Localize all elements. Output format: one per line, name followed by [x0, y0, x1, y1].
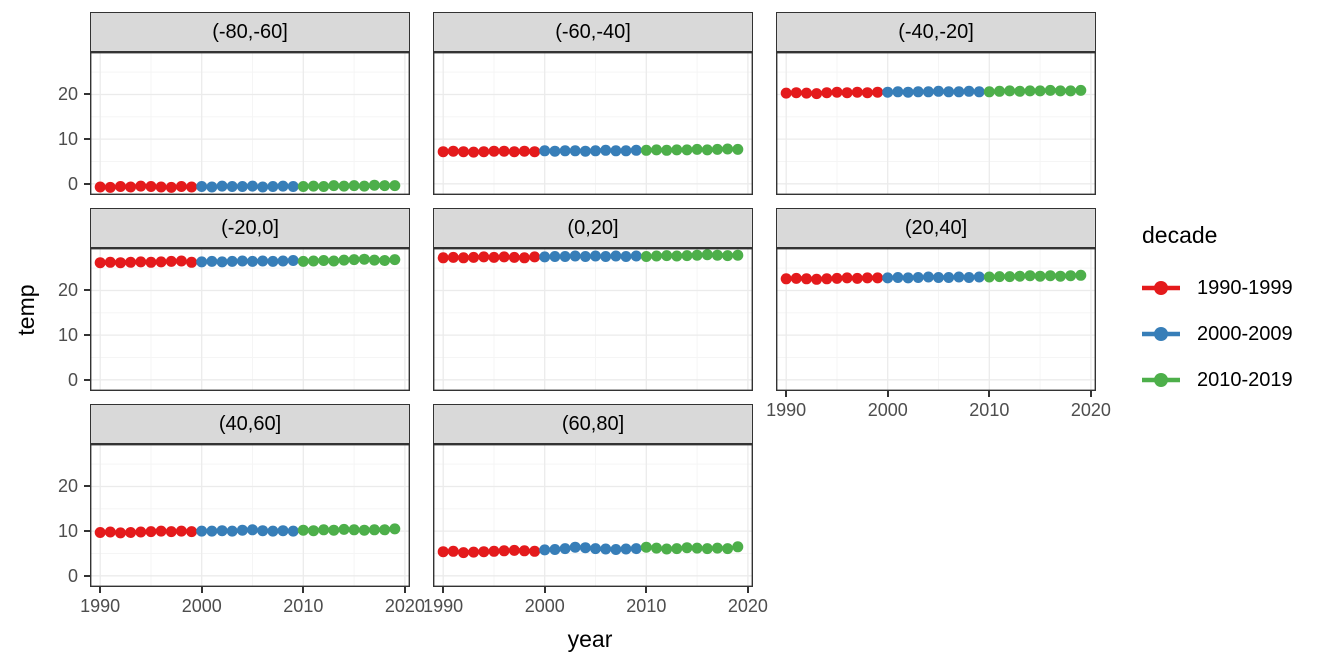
- x-tick-label: 2000: [867, 400, 908, 420]
- y-tick-mark: [84, 289, 90, 292]
- y-tick-label: 20: [57, 84, 78, 105]
- y-tick-label: 0: [67, 565, 78, 586]
- y-tick-mark: [84, 485, 90, 488]
- facet-strip: (0,20]: [433, 208, 753, 248]
- legend-entry: 1990-1999: [1140, 265, 1344, 311]
- facet-panel: [776, 52, 1096, 195]
- x-tick-label: 2000: [524, 596, 565, 616]
- facet-panel: [90, 52, 410, 195]
- x-tick-mark: [746, 587, 749, 593]
- x-tick-label: 2020: [384, 596, 425, 616]
- legend-entry-label: 1990-1999: [1197, 276, 1293, 299]
- facet-strip-label: (60,80]: [561, 412, 625, 435]
- y-tick-label: 20: [57, 280, 78, 301]
- facet-strip-label: (-20,0]: [221, 216, 279, 239]
- x-tick-mark: [1089, 391, 1092, 397]
- facet-strip-label: (-40,-20]: [898, 20, 974, 43]
- facet-strip: (-80,-60]: [90, 12, 410, 52]
- x-tick-mark: [442, 587, 445, 593]
- y-tick-mark: [84, 334, 90, 337]
- legend-entry: 2000-2009: [1140, 311, 1344, 357]
- facet-strip-label: (20,40]: [904, 216, 968, 239]
- facet-strip: (-20,0]: [90, 208, 410, 248]
- y-axis-title: temp: [13, 284, 39, 336]
- legend-entry-label: 2010-2019: [1197, 368, 1293, 391]
- y-tick-label: 10: [57, 325, 78, 346]
- facet-strip: (20,40]: [776, 208, 1096, 248]
- legend: decade 1990-1999 2000-2009 2010-2019: [1140, 222, 1344, 403]
- legend-key-line-point-icon: [1140, 277, 1182, 299]
- facet-panel: [433, 248, 753, 391]
- y-tick-label: 10: [57, 521, 78, 542]
- x-tick-label: 2020: [727, 596, 768, 616]
- y-tick-mark: [84, 574, 90, 577]
- x-tick-mark: [99, 587, 102, 593]
- x-tick-mark: [988, 391, 991, 397]
- x-tick-label: 1990: [766, 400, 807, 420]
- x-tick-mark: [886, 391, 889, 397]
- legend-title: decade: [1142, 222, 1218, 248]
- x-tick-label: 2010: [969, 400, 1010, 420]
- facet-strip: (40,60]: [90, 404, 410, 444]
- x-tick-mark: [403, 587, 406, 593]
- facet-strip-label: (0,20]: [567, 216, 619, 239]
- facet-panel: [90, 444, 410, 587]
- facet-strip: (-60,-40]: [433, 12, 753, 52]
- facet-strip: (60,80]: [433, 404, 753, 444]
- facet-panel: [90, 248, 410, 391]
- legend-key-line-point-icon: [1140, 369, 1182, 391]
- y-tick-label: 0: [67, 369, 78, 390]
- y-tick-mark: [84, 138, 90, 141]
- y-tick-label: 10: [57, 129, 78, 150]
- legend-key-line-point-icon: [1140, 323, 1182, 345]
- y-tick-mark: [84, 93, 90, 96]
- facet-panel: [776, 248, 1096, 391]
- x-tick-label: 2010: [283, 596, 324, 616]
- y-tick-label: 20: [57, 476, 78, 497]
- x-tick-mark: [200, 587, 203, 593]
- x-tick-label: 1990: [423, 596, 464, 616]
- facet-strip-label: (40,60]: [218, 412, 282, 435]
- x-tick-mark: [645, 587, 648, 593]
- legend-entry: 2010-2019: [1140, 357, 1344, 403]
- y-tick-mark: [84, 378, 90, 381]
- x-tick-mark: [543, 587, 546, 593]
- y-tick-mark: [84, 182, 90, 185]
- x-tick-label: 2010: [626, 596, 667, 616]
- facet-panel: [433, 52, 753, 195]
- x-tick-label: 2000: [181, 596, 222, 616]
- x-axis-title: year: [567, 626, 613, 652]
- x-tick-label: 1990: [80, 596, 121, 616]
- x-tick-mark: [785, 391, 788, 397]
- legend-entry-label: 2000-2009: [1197, 322, 1293, 345]
- facet-strip: (-40,-20]: [776, 12, 1096, 52]
- y-tick-label: 0: [67, 173, 78, 194]
- facet-strip-label: (-60,-40]: [555, 20, 631, 43]
- facet-panel: [433, 444, 753, 587]
- x-tick-mark: [302, 587, 305, 593]
- x-tick-label: 2020: [1070, 400, 1111, 420]
- facet-strip-label: (-80,-60]: [212, 20, 288, 43]
- y-tick-mark: [84, 530, 90, 533]
